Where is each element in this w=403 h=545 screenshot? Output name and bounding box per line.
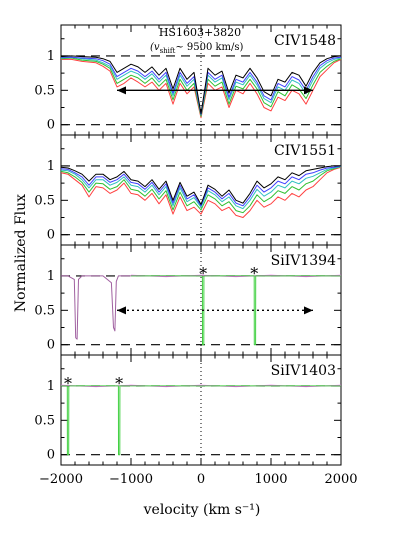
y-tick-label: 1 — [47, 49, 55, 64]
y-tick-label: 0.5 — [34, 83, 55, 98]
y-tick-label: 0 — [47, 228, 55, 243]
series-line-1 — [130, 274, 342, 278]
series-line-4 — [60, 55, 342, 115]
shift-prefix: (v — [150, 42, 160, 53]
y-tick-label: 0 — [47, 448, 55, 463]
series-line-0 — [61, 58, 342, 119]
arrow-head-right — [304, 306, 313, 315]
series-line-1 — [61, 385, 341, 456]
shift-label: (vshift~ 9500 km/s) — [150, 42, 244, 55]
x-axis-title: velocity (km s⁻¹) — [143, 502, 261, 518]
y-tick-label: 0.5 — [34, 303, 55, 318]
object-label: HS1603+3820 — [159, 26, 241, 39]
absorption-marker: * — [115, 374, 123, 393]
x-tick-label: 0 — [197, 472, 205, 487]
panel-label: CIV1551 — [274, 143, 336, 159]
arrow-head-left — [117, 306, 126, 315]
series-line-3 — [60, 165, 342, 207]
shift-subscript: shift — [160, 47, 176, 55]
series-line-4 — [60, 165, 341, 205]
panel-siiv1394: 0 0.5 1 * * SiIV1394 — [34, 244, 342, 356]
x-tick-labels: −2000 −1000 0 1000 2000 — [39, 472, 358, 487]
panel-label: CIV1548 — [274, 33, 336, 49]
panel-civ1551: 0 0.5 1 CIV1551 — [34, 134, 342, 246]
y-tick-label: 0.5 — [34, 193, 55, 208]
panel-civ1548: 0 0.5 1 CIV1548 — [34, 24, 342, 136]
absorption-marker: * — [250, 264, 258, 283]
x-tick-label: 1000 — [254, 472, 287, 487]
panel-label: SiIV1394 — [271, 253, 336, 269]
y-tick-label: 1 — [47, 269, 55, 284]
shift-value: ~ 9500 km/s) — [175, 42, 243, 53]
absorption-marker: * — [199, 264, 207, 283]
series-line-0 — [60, 166, 342, 218]
absorption-marker: * — [64, 374, 72, 393]
y-tick-label: 0 — [47, 118, 55, 133]
series-line-2 — [60, 166, 342, 210]
x-tick-label: −2000 — [39, 472, 83, 487]
x-tick-label: −1000 — [109, 472, 153, 487]
y-tick-label: 1 — [47, 159, 55, 174]
series-line-1 — [60, 166, 342, 214]
arrow-head-left — [117, 86, 126, 95]
y-tick-label: 0.5 — [34, 413, 55, 428]
x-tick-label: 2000 — [324, 472, 357, 487]
arrow-head-right — [304, 86, 313, 95]
y-tick-label: 1 — [47, 379, 55, 394]
panel-label: SiIV1403 — [271, 363, 336, 379]
y-tick-label: 0 — [47, 338, 55, 353]
series-line-3 — [61, 56, 342, 115]
series-line-1 — [60, 57, 342, 117]
panel-siiv1403: 0 0.5 1 * * SiIV1403 — [34, 354, 342, 466]
y-axis-title: Normalized Flux — [13, 194, 29, 312]
